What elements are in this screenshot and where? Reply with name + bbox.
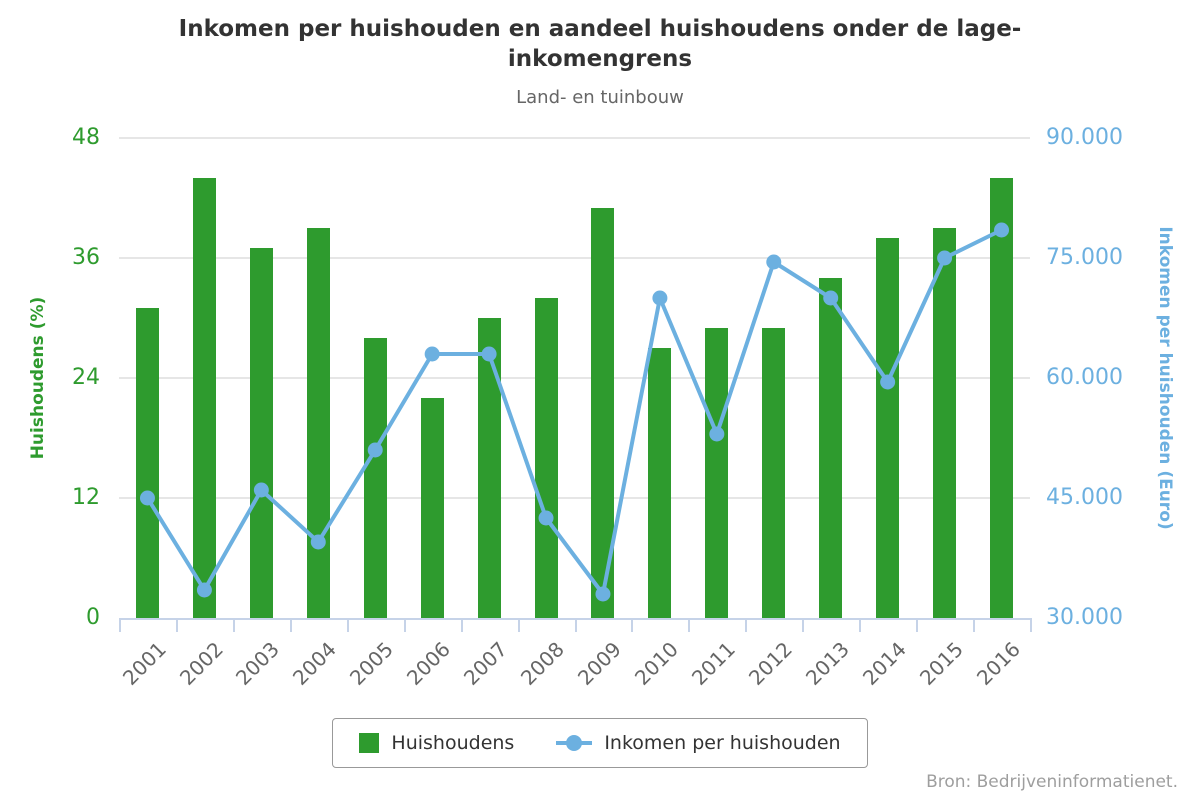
line-marker[interactable]: 2013: 70000 (823, 290, 839, 306)
legend-line-dot-icon (556, 735, 593, 751)
bar-huishoudens[interactable] (420, 398, 444, 618)
x-axis-tick (688, 620, 691, 632)
y-axis-left-tick-label: 0 (86, 605, 100, 630)
x-axis-tick (289, 620, 292, 632)
bar-huishoudens[interactable] (477, 318, 501, 618)
source-note: Bron: Bedrijveninformatienet. (926, 772, 1178, 792)
x-axis-tick (859, 620, 862, 632)
bar-huishoudens[interactable] (534, 298, 558, 618)
bar-huishoudens[interactable] (876, 238, 900, 618)
chart-title: Inkomen per huishouden en aandeel huisho… (0, 14, 1200, 74)
x-axis-tick (745, 620, 748, 632)
bar-huishoudens[interactable] (591, 208, 615, 618)
bar-huishoudens[interactable] (990, 178, 1014, 618)
x-axis-tick (802, 620, 805, 632)
x-axis-tick (403, 620, 406, 632)
bar-huishoudens[interactable] (648, 348, 672, 618)
bar-huishoudens[interactable] (306, 228, 330, 618)
x-axis-tick (232, 620, 235, 632)
bar-huishoudens[interactable] (762, 328, 786, 618)
legend-green-square-icon (359, 733, 380, 753)
line-inkomen-path (145, 228, 1004, 596)
bar-huishoudens[interactable] (705, 328, 729, 618)
line-marker[interactable]: 2014: 59500 (880, 374, 896, 390)
x-axis-tick (346, 620, 349, 632)
line-marker[interactable]: 2004: 39500 (310, 534, 326, 550)
y-axis-left-tick-label: 12 (72, 485, 100, 510)
x-axis-tick (973, 620, 976, 632)
x-axis-line (119, 618, 1032, 620)
x-axis-tick (517, 620, 520, 632)
gridline (119, 377, 1030, 379)
gridline (119, 257, 1030, 259)
line-marker[interactable]: 2011: 53000 (709, 426, 725, 442)
y-axis-left-tick-label: 24 (72, 365, 100, 390)
x-axis-tick (631, 620, 634, 632)
chart-subtitle: Land- en tuinbouw (516, 87, 684, 108)
y-axis-right-tick-label: 60.000 (1046, 365, 1123, 390)
y-axis-right-tick-label: 30.000 (1046, 605, 1123, 630)
x-axis-tick (1030, 620, 1032, 632)
line-marker[interactable]: 2012: 74500 (766, 254, 782, 270)
line-marker[interactable]: 2006: 63000 (424, 346, 440, 362)
x-axis-tick (175, 620, 178, 632)
line-marker[interactable]: 2016: 78500 (994, 222, 1010, 238)
legend-label-inkomen: Inkomen per huishouden (604, 732, 841, 754)
x-axis-tick (574, 620, 577, 632)
x-axis-tick (460, 620, 463, 632)
line-marker[interactable]: 2009: 33000 (595, 586, 611, 602)
y-axis-left-tick-label: 36 (72, 245, 100, 270)
legend-item-huishoudens[interactable]: Huishoudens (359, 732, 514, 754)
line-marker[interactable]: 2015: 75000 (937, 250, 953, 266)
y-axis-left-tick-label: 48 (72, 125, 100, 150)
x-axis-tick (119, 620, 121, 632)
bar-huishoudens[interactable] (135, 308, 159, 618)
line-marker[interactable]: 2005: 51000 (367, 442, 383, 458)
legend-item-inkomen[interactable]: Inkomen per huishouden (556, 732, 841, 754)
bar-huishoudens[interactable] (192, 178, 216, 618)
y-axis-right-tick-label: 75.000 (1046, 245, 1123, 270)
chart-title-text: Inkomen per huishouden en aandeel huisho… (178, 16, 1022, 72)
bar-huishoudens[interactable] (363, 338, 387, 618)
line-marker[interactable]: 2010: 70000 (652, 290, 668, 306)
y-axis-right-tick-label: 45.000 (1046, 485, 1123, 510)
line-marker[interactable]: 2003: 46000 (253, 482, 269, 498)
line-marker[interactable]: 2001: 45000 (139, 490, 155, 506)
x-axis-tick (916, 620, 919, 632)
gridline (119, 497, 1030, 499)
bar-huishoudens[interactable] (249, 248, 273, 618)
y-axis-right-tick-label: 90.000 (1046, 125, 1123, 150)
bar-huishoudens[interactable] (933, 228, 957, 618)
line-marker[interactable]: 2007: 63000 (481, 346, 497, 362)
bar-huishoudens[interactable] (819, 278, 843, 618)
line-marker[interactable]: 2002: 33500 (196, 582, 212, 598)
legend: Huishoudens Inkomen per huishouden (332, 718, 868, 768)
gridline (119, 137, 1030, 139)
line-marker[interactable]: 2008: 42500 (538, 510, 554, 526)
legend-label-huishoudens: Huishoudens (391, 732, 515, 754)
